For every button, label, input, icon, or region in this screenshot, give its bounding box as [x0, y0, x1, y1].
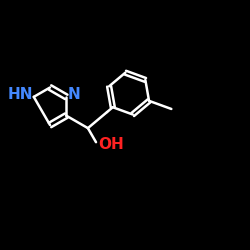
- Text: N: N: [67, 88, 80, 102]
- Text: HN: HN: [7, 87, 33, 102]
- Text: OH: OH: [98, 137, 124, 152]
